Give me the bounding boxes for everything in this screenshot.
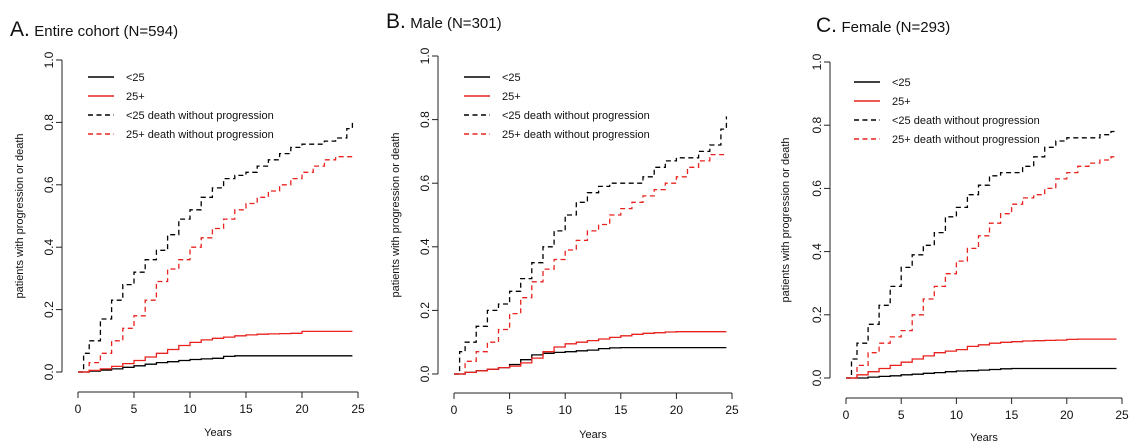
legend-label: <25 death without progression (892, 115, 1040, 127)
y-tick-label: 0.6 (810, 180, 824, 197)
plot-area: 0 5 10 15 20 25 Years 0.0 0.2 0.4 0.6 0.8 1.0 patient… (780, 53, 1129, 444)
series-line-2 (454, 331, 727, 375)
y-axis-label: patients with progression or death (14, 133, 26, 298)
legend: <25 25+ <25 death without progression 25+ d… (88, 72, 274, 141)
series-line-1 (78, 355, 353, 373)
x-tick-label: 25 (725, 403, 739, 417)
legend-label: 25+ (502, 91, 521, 103)
y-tick-label: 0.4 (42, 239, 56, 256)
x-tick-label: 5 (898, 408, 905, 422)
legend: <25 25+ <25 death without progression 25+ d… (854, 77, 1040, 146)
x-axis-label: Years (204, 427, 232, 439)
series-line-1 (454, 346, 727, 375)
y-tick-label: 0.0 (418, 365, 432, 382)
x-tick-label: 25 (1115, 408, 1129, 422)
series-line-1 (846, 367, 1117, 379)
legend-label: 25+ (126, 91, 145, 103)
legend-label: <25 (502, 72, 521, 84)
series-line-3 (78, 122, 354, 373)
x-tick-label: 20 (670, 403, 684, 417)
legend-label: 25+ (892, 96, 911, 108)
series-line-2 (846, 338, 1117, 379)
panel-title: B. Male (N=301) (386, 10, 502, 34)
legend: <25 25+ <25 death without progression 25+ d… (464, 72, 650, 141)
x-tick-label: 10 (950, 408, 964, 422)
y-tick-label: 0.8 (42, 114, 56, 131)
panel-title-text: Female (N=293) (841, 19, 951, 36)
series-line-3 (454, 116, 728, 375)
series-line-2 (78, 330, 353, 373)
panel-b: B. Male (N=301) 0 5 10 15 20 25 Years 0.0 0.2 0.4… (376, 0, 752, 446)
y-tick-label: 0.6 (418, 175, 432, 192)
y-tick-label: 1.0 (810, 53, 824, 70)
legend-label: <25 death without progression (502, 110, 650, 122)
plot-area: 0 5 10 15 20 25 Years 0.0 0.2 0.4 0.6 0.8 1.0 patient… (14, 51, 365, 439)
x-tick-label: 15 (239, 402, 253, 416)
y-tick-label: 0.8 (418, 111, 432, 128)
series-line-4 (454, 153, 727, 375)
legend-label: <25 (892, 77, 911, 89)
series-line-4 (78, 156, 353, 373)
panel-title: A. Entire cohort (N=594) (10, 18, 178, 42)
y-tick-label: 0.2 (418, 302, 432, 319)
y-axis-label: patients with progression or death (390, 132, 402, 297)
legend-label: <25 death without progression (126, 110, 274, 122)
x-tick-label: 0 (843, 408, 850, 422)
legend-label: 25+ death without progression (126, 129, 274, 141)
x-axis-label: Years (579, 429, 607, 441)
y-tick-label: 1.0 (42, 51, 56, 68)
y-tick-label: 0.8 (810, 117, 824, 134)
panel-c: C. Female (N=293) 0 5 10 15 20 25 Years 0.0 0.2 0… (752, 0, 1129, 446)
series-line-3 (846, 130, 1117, 379)
panel-a: A. Entire cohort (N=594) 0 5 10 15 20 25 Years… (0, 0, 376, 446)
series-line-4 (846, 156, 1117, 379)
x-axis-label: Years (970, 432, 998, 444)
y-tick-label: 0.4 (418, 238, 432, 255)
x-tick-label: 25 (351, 402, 365, 416)
y-tick-label: 0.2 (810, 306, 824, 323)
panel-title: C. Female (N=293) (816, 14, 950, 38)
y-tick-label: 0.2 (42, 301, 56, 318)
y-axis-label: patients with progression or death (780, 137, 792, 302)
x-tick-label: 0 (451, 403, 458, 417)
panel-title-text: Male (N=301) (410, 15, 502, 32)
x-tick-label: 5 (506, 403, 513, 417)
panel-title-text: Entire cohort (N=594) (34, 23, 179, 40)
y-tick-label: 0.4 (810, 243, 824, 260)
y-tick-label: 1.0 (418, 47, 432, 64)
panel-letter: A. (10, 18, 30, 41)
x-tick-label: 15 (614, 403, 628, 417)
legend-label: 25+ death without progression (892, 134, 1040, 146)
plot-area: 0 5 10 15 20 25 Years 0.0 0.2 0.4 0.6 0.8 1.0 patient… (390, 47, 739, 441)
x-tick-label: 0 (75, 402, 82, 416)
x-tick-label: 10 (559, 403, 573, 417)
x-tick-label: 20 (295, 402, 309, 416)
panel-letter: C. (816, 14, 837, 37)
legend-label: 25+ death without progression (502, 129, 650, 141)
x-tick-label: 15 (1005, 408, 1019, 422)
x-tick-label: 10 (183, 402, 197, 416)
legend-label: <25 (126, 72, 145, 84)
x-tick-label: 5 (131, 402, 138, 416)
x-tick-label: 20 (1060, 408, 1074, 422)
y-tick-label: 0.0 (810, 369, 824, 386)
y-tick-label: 0.6 (42, 176, 56, 193)
panel-letter: B. (386, 10, 406, 33)
y-tick-label: 0.0 (42, 363, 56, 380)
